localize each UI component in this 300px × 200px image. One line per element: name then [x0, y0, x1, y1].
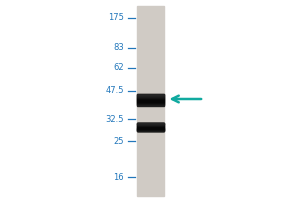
- Bar: [136, 94, 164, 95]
- Bar: [136, 128, 164, 129]
- Text: 16: 16: [113, 172, 124, 182]
- Bar: [136, 104, 164, 105]
- Bar: [136, 97, 164, 98]
- Bar: [136, 129, 164, 130]
- Bar: [136, 101, 164, 102]
- Bar: [136, 127, 164, 128]
- Bar: [136, 124, 164, 125]
- Bar: [136, 103, 164, 104]
- Bar: [136, 105, 164, 106]
- Bar: [136, 102, 164, 103]
- Bar: [136, 130, 164, 131]
- Bar: [136, 104, 164, 105]
- Text: 47.5: 47.5: [105, 86, 124, 95]
- Bar: [136, 123, 164, 124]
- Bar: [136, 124, 164, 125]
- Bar: [136, 123, 164, 124]
- Bar: [136, 94, 164, 95]
- Bar: [136, 98, 164, 99]
- Bar: [136, 96, 164, 97]
- Bar: [136, 101, 164, 102]
- Bar: [136, 103, 164, 104]
- Bar: [136, 100, 164, 101]
- Bar: [136, 6, 164, 196]
- Bar: [136, 95, 164, 96]
- Bar: [136, 126, 164, 127]
- Bar: [136, 102, 164, 103]
- Bar: [136, 100, 164, 101]
- Bar: [136, 125, 164, 126]
- Bar: [136, 97, 164, 98]
- Text: 62: 62: [113, 64, 124, 72]
- Text: 175: 175: [108, 14, 124, 22]
- Bar: [136, 96, 164, 97]
- Bar: [136, 99, 164, 100]
- Bar: [136, 128, 164, 129]
- Bar: [136, 126, 164, 127]
- Bar: [136, 127, 164, 128]
- Bar: [136, 129, 164, 130]
- Text: 25: 25: [113, 136, 124, 146]
- Bar: [136, 128, 164, 129]
- Bar: [136, 99, 164, 100]
- Bar: [136, 98, 164, 99]
- Bar: [136, 95, 164, 96]
- Bar: [136, 125, 164, 126]
- Text: 83: 83: [113, 44, 124, 52]
- Bar: [136, 123, 164, 124]
- Bar: [136, 130, 164, 131]
- Bar: [136, 129, 164, 130]
- Text: 32.5: 32.5: [105, 114, 124, 123]
